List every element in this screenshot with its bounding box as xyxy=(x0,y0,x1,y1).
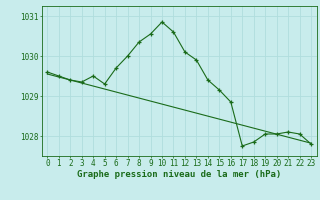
X-axis label: Graphe pression niveau de la mer (hPa): Graphe pression niveau de la mer (hPa) xyxy=(77,170,281,179)
